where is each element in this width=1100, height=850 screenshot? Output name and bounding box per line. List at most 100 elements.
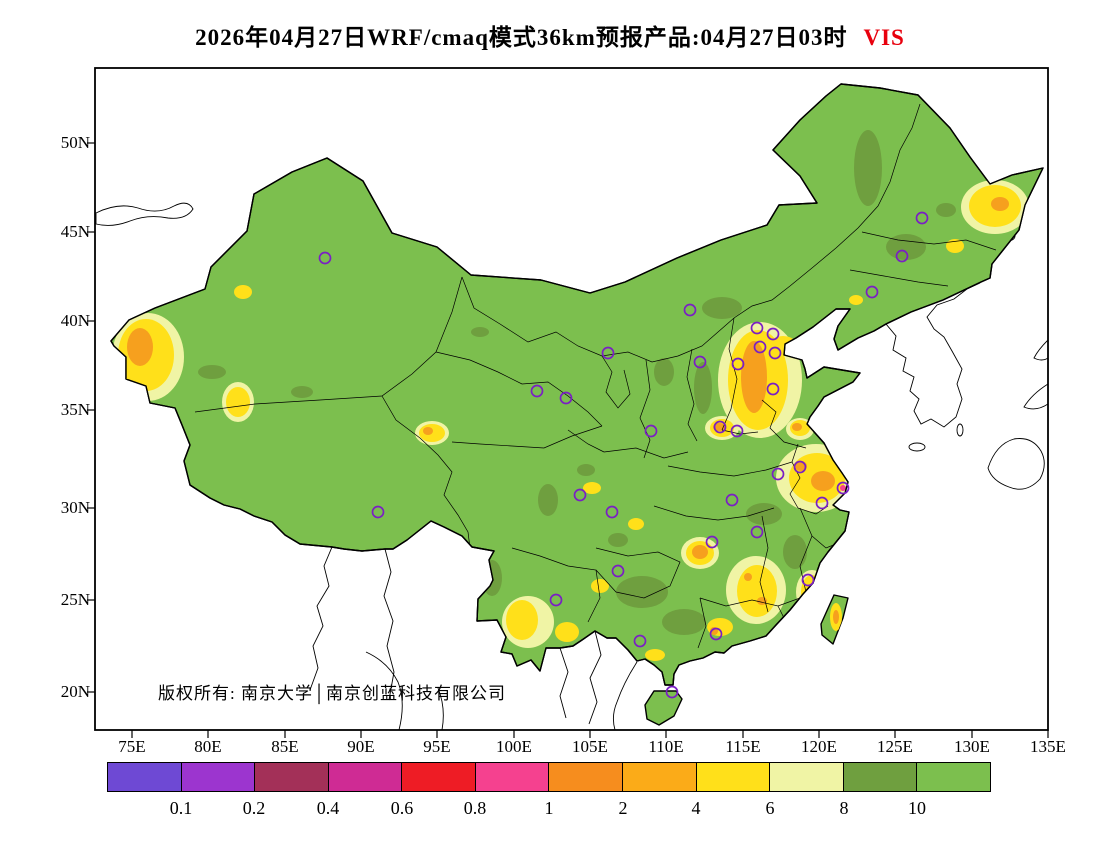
honshu-partial-2 <box>1033 339 1048 361</box>
city-marker <box>730 424 744 438</box>
colorbar-segment <box>623 763 697 791</box>
city-marker <box>753 340 767 354</box>
kyushu-island <box>987 438 1045 490</box>
city-marker <box>683 303 697 317</box>
lon-tick-label: 80E <box>194 737 222 756</box>
colorbar-tick-label: 0.6 <box>390 798 414 818</box>
colorbar-tick-label: 0.2 <box>242 798 266 818</box>
lat-tick-label: 35N <box>60 400 90 419</box>
city-marker <box>801 573 815 587</box>
lon-tick-label: 125E <box>877 737 913 756</box>
city-marker <box>371 505 385 519</box>
city-marker <box>815 496 829 510</box>
city-marker <box>766 382 780 396</box>
city-marker <box>895 249 909 263</box>
neighbor-coastlines <box>95 202 1048 730</box>
page-title: 2026年04月27日WRF/cmaq模式36km预报产品:04月27日03时 V… <box>0 18 1100 52</box>
colorbar <box>107 762 991 792</box>
lon-tick-label: 115E <box>725 737 761 756</box>
city-marker <box>915 211 929 225</box>
city-marker <box>750 525 764 539</box>
city-marker <box>693 355 707 369</box>
city-marker <box>836 481 850 495</box>
colorbar-tick-label: 2 <box>618 798 628 818</box>
colorbar-segment <box>770 763 844 791</box>
jeju-island <box>908 442 926 452</box>
city-marker <box>318 251 332 265</box>
colorbar-segment <box>402 763 476 791</box>
indochina-borders <box>559 630 638 730</box>
province-borders <box>194 103 997 649</box>
copyright-text: 版权所有: 南京大学│南京创蓝科技有限公司 <box>158 684 507 703</box>
colorbar-tick-label: 0.1 <box>169 798 193 818</box>
city-marker <box>713 420 727 434</box>
colorbar-segment <box>549 763 624 791</box>
city-marker <box>768 346 782 360</box>
colorbar-tick-label: 0.4 <box>316 798 340 818</box>
colorbar-segment <box>108 763 182 791</box>
city-marker <box>750 321 764 335</box>
colorbar-tick-label: 0.8 <box>463 798 487 818</box>
lon-tick-label: 110E <box>648 737 684 756</box>
city-marker <box>771 467 785 481</box>
colorbar-segment <box>328 763 403 791</box>
colorbar-tick-label: 4 <box>691 798 701 818</box>
colorbar-tick-label: 8 <box>839 798 849 818</box>
lon-tick-label: 85E <box>271 737 299 756</box>
city-marker <box>549 593 563 607</box>
lon-tick-label: 95E <box>423 737 451 756</box>
city-marker <box>573 488 587 502</box>
lat-tick-label: 20N <box>60 682 90 701</box>
lat-tick-label: 45N <box>60 222 90 241</box>
city-marker <box>601 346 615 360</box>
city-marker <box>611 564 625 578</box>
lon-tick-label: 105E <box>572 737 608 756</box>
korea-coastline <box>885 282 981 428</box>
lat-tick-label: 25N <box>60 590 90 609</box>
city-marker <box>766 327 780 341</box>
city-marker <box>605 505 619 519</box>
honshu-partial <box>1023 383 1048 410</box>
colorbar-tick-label: 10 <box>908 798 926 818</box>
lake-balkhash <box>95 202 194 226</box>
colorbar-segment <box>255 763 329 791</box>
lon-tick-label: 130E <box>954 737 990 756</box>
city-marker <box>559 391 573 405</box>
city-marker <box>793 460 807 474</box>
colorbar-segment <box>181 763 256 791</box>
city-marker <box>705 535 719 549</box>
lon-tick-label: 75E <box>118 737 146 756</box>
shanghai-low-vis-spot <box>840 485 846 491</box>
china-region <box>110 83 1044 686</box>
lon-tick-label: 135E <box>1030 737 1066 756</box>
colorbar-segment <box>475 763 550 791</box>
tsushima-island <box>956 423 964 437</box>
city-marker <box>709 627 723 641</box>
colorbar-tick-label: 6 <box>765 798 775 818</box>
title-variable-label: VIS <box>863 25 905 50</box>
lat-tick-label: 50N <box>60 133 90 152</box>
lat-tick-label: 30N <box>60 498 90 517</box>
axis-ticks <box>87 142 1049 738</box>
city-markers <box>318 211 929 699</box>
colorbar-segment <box>843 763 918 791</box>
city-marker <box>731 357 745 371</box>
city-marker <box>865 285 879 299</box>
lon-tick-label: 90E <box>347 737 375 756</box>
lon-tick-label: 100E <box>496 737 532 756</box>
colorbar-segment <box>917 763 990 791</box>
colorbar-tick-label: 1 <box>544 798 554 818</box>
city-marker <box>530 384 544 398</box>
lon-tick-label: 120E <box>801 737 837 756</box>
city-marker <box>633 634 647 648</box>
plot-frame <box>94 67 1049 731</box>
title-text: 2026年04月27日WRF/cmaq模式36km预报产品:04月27日03时 <box>195 25 848 50</box>
lat-tick-label: 40N <box>60 311 90 330</box>
city-marker <box>725 493 739 507</box>
city-marker <box>644 424 658 438</box>
china-outline <box>110 83 1044 686</box>
city-marker <box>665 685 679 699</box>
south-asia-borders <box>309 546 444 730</box>
